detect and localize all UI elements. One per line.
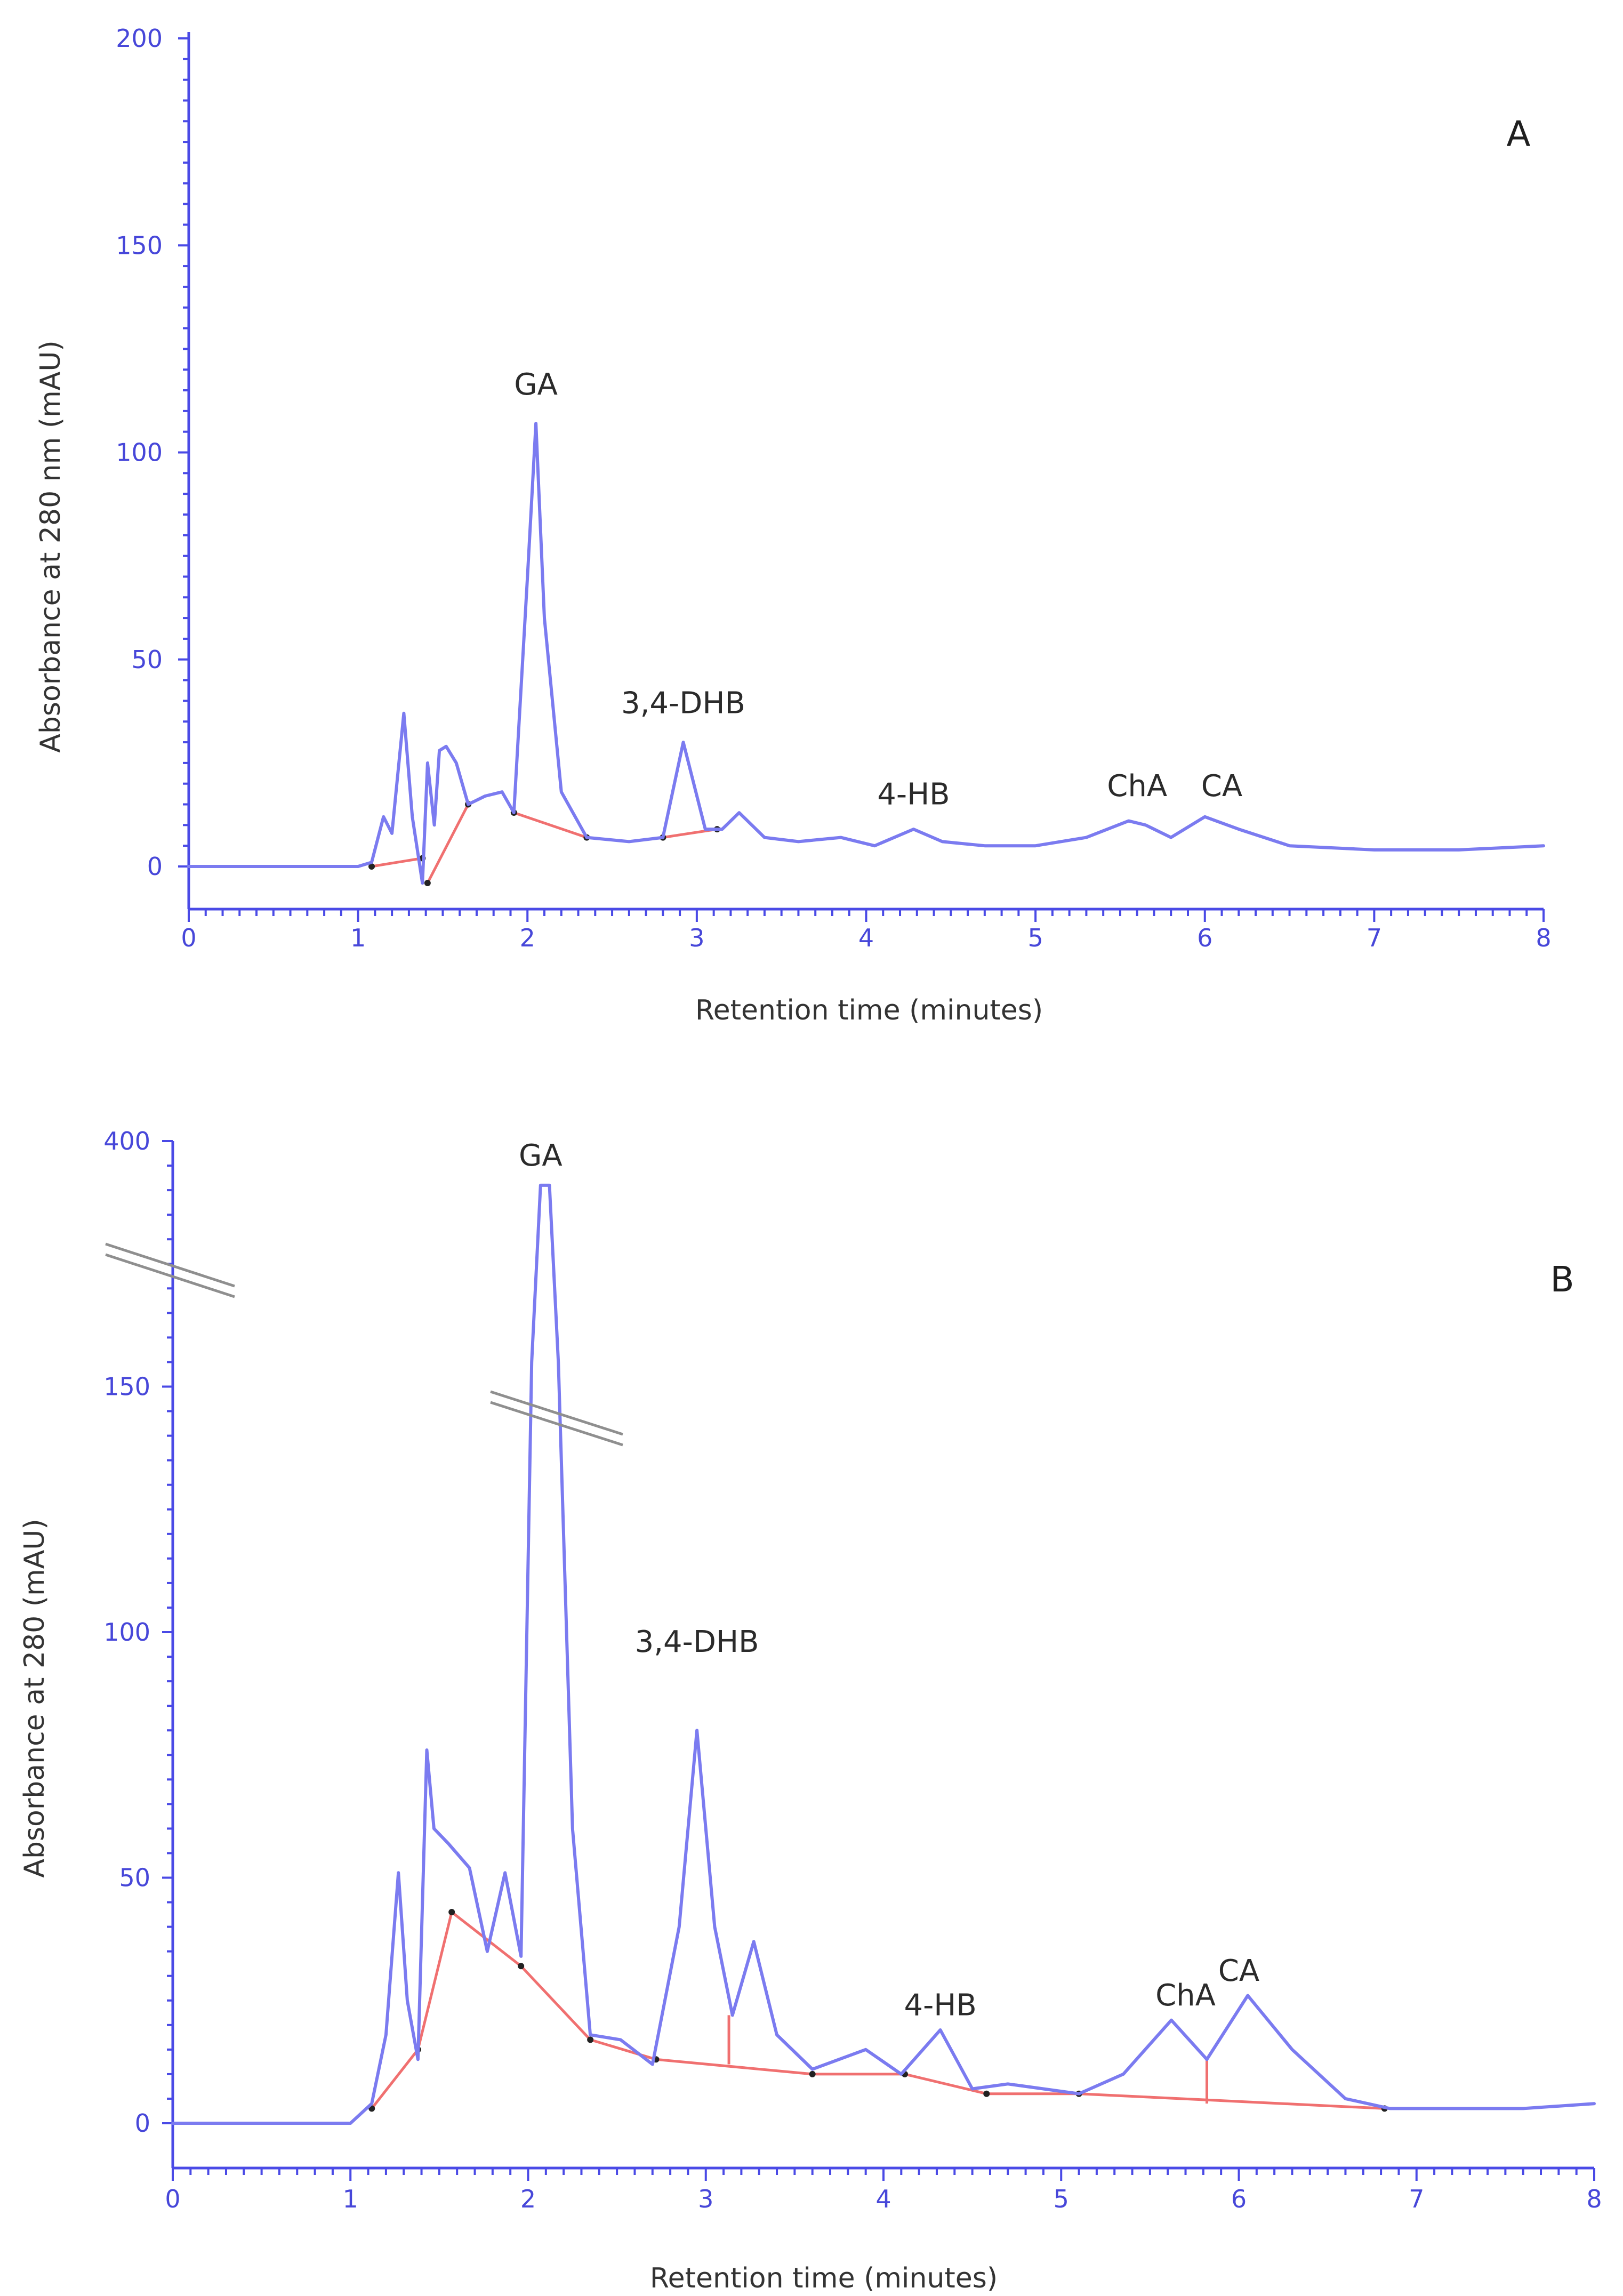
x-tick-label: 3 [689, 924, 704, 952]
y-tick-label: 400 [103, 1127, 150, 1155]
baseline-point [368, 863, 375, 870]
panel-b-x-ticks: 0 1 2 3 4 5 6 7 8 [165, 2168, 1602, 2213]
peak-label: CA [1201, 769, 1242, 804]
peak-label: GA [514, 367, 558, 402]
y-tick-label: 100 [103, 1618, 150, 1647]
x-tick-label: 2 [520, 2185, 536, 2213]
panel-b-chart: B 0 50 100 150 400 0 1 2 3 4 5 6 7 8 GA 3,4-DHB 4-HB Ch… [19, 1127, 1602, 2294]
peak-label: 3,4-DHB [635, 1625, 759, 1659]
panel-a-y-axis-title: Absorbance at 280 nm (mAU) [35, 340, 67, 752]
panel-b-y-ticks: 0 50 100 150 400 [103, 1127, 173, 2138]
panel-b-x-axis-title: Retention time (minutes) [650, 2262, 998, 2294]
y-tick-label: 100 [116, 438, 163, 467]
y-tick-label: 50 [131, 645, 163, 674]
panel-a-peak-labels: GA 3,4-DHB 4-HB ChA CA [514, 367, 1242, 812]
x-tick-label: 6 [1231, 2185, 1247, 2213]
panel-b-y-axis-title: Absorbance at 280 (mAU) [19, 1519, 51, 1877]
x-tick-label: 7 [1367, 924, 1382, 952]
x-tick-label: 8 [1536, 924, 1551, 952]
panel-a-y-ticks: 0 50 100 150 200 [116, 24, 189, 881]
y-tick-label: 0 [135, 2109, 150, 2138]
integration-baseline [513, 811, 588, 839]
baseline-point [424, 880, 431, 887]
y-tick-label: 150 [103, 1372, 150, 1401]
peak-label: 4-HB [877, 777, 950, 812]
panel-a-x-axis-title: Retention time (minutes) [695, 994, 1043, 1026]
panel-b-y-axis-break [105, 1242, 235, 1298]
x-tick-label: 1 [350, 924, 366, 952]
integration-baseline [371, 1910, 1385, 2110]
x-tick-label: 3 [698, 2185, 713, 2213]
x-tick-label: 0 [165, 2185, 180, 2213]
panel-b-chromatogram-line [171, 1183, 1596, 2125]
baseline-point [809, 2070, 816, 2077]
x-tick-label: 1 [343, 2185, 358, 2213]
x-tick-label: 4 [875, 2185, 891, 2213]
x-tick-label: 5 [1027, 924, 1043, 952]
x-tick-label: 5 [1054, 2185, 1069, 2213]
baseline-point [518, 1963, 525, 1970]
y-tick-label: 150 [116, 231, 163, 260]
y-tick-label: 0 [147, 852, 163, 881]
x-tick-label: 6 [1197, 924, 1212, 952]
panel-a-x-ticks: 0 1 2 3 4 5 6 7 8 [181, 909, 1552, 952]
peak-label: GA [519, 1138, 563, 1173]
integration-baseline [426, 804, 470, 884]
x-tick-label: 0 [181, 924, 196, 952]
peak-label: 4-HB [904, 1988, 976, 2022]
panel-a-chart: A 0 50 100 150 200 0 1 2 3 4 5 6 7 8 GA 3,4-DHB 4-HB Ch… [35, 24, 1552, 1026]
x-tick-label: 7 [1409, 2185, 1424, 2213]
baseline-point [983, 2090, 990, 2097]
y-tick-label: 50 [119, 1864, 150, 1892]
x-tick-label: 2 [520, 924, 535, 952]
panel-a-letter: A [1506, 114, 1530, 155]
peak-label: ChA [1155, 1978, 1216, 2013]
y-tick-label: 200 [116, 24, 163, 53]
peak-label: 3,4-DHB [621, 686, 745, 721]
panel-b-peak-break [490, 1390, 623, 1447]
baseline-point [587, 2036, 594, 2043]
panel-b-letter: B [1550, 1259, 1574, 1300]
peak-label: ChA [1107, 769, 1167, 804]
panel-a-chromatogram-line [187, 422, 1545, 885]
peak-label: CA [1218, 1954, 1259, 1988]
x-tick-label: 4 [858, 924, 874, 952]
x-tick-label: 8 [1586, 2185, 1602, 2213]
baseline-point [448, 1908, 455, 1915]
integration-baseline [371, 857, 423, 868]
panel-b-baselines [368, 1908, 1388, 2112]
